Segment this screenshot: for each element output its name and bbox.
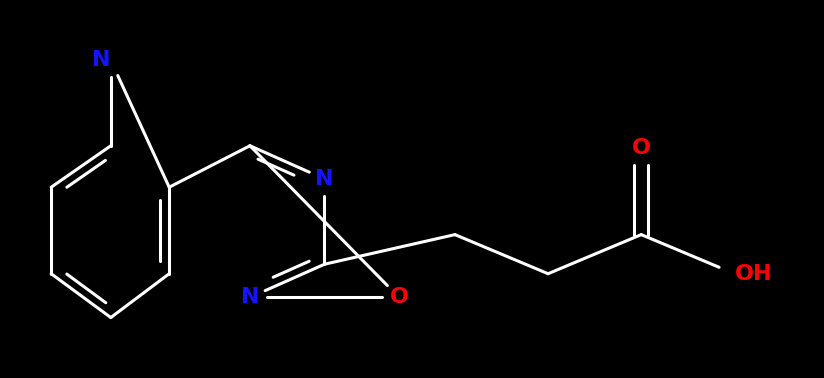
Text: O: O bbox=[632, 138, 651, 158]
Text: N: N bbox=[92, 50, 110, 70]
Text: N: N bbox=[241, 287, 260, 307]
Text: O: O bbox=[390, 287, 409, 307]
Text: OH: OH bbox=[734, 264, 772, 284]
Text: N: N bbox=[316, 169, 334, 189]
